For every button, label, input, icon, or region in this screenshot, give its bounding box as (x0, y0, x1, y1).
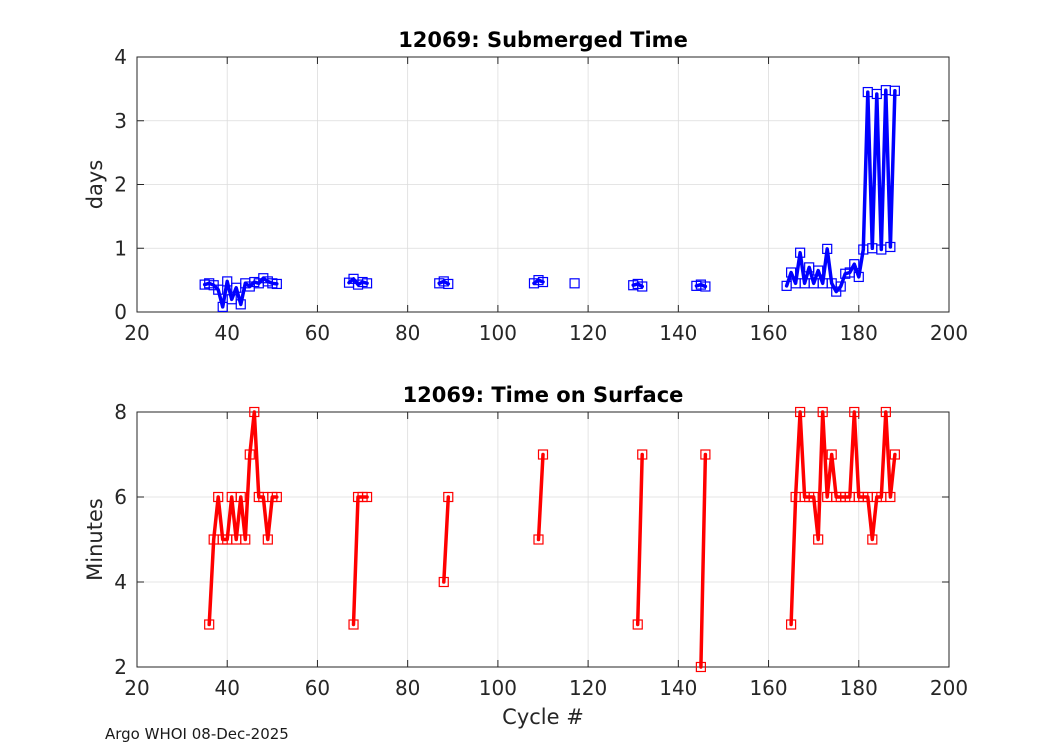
x-tick-label: 140 (659, 676, 697, 700)
data-point (889, 85, 900, 96)
data-point (240, 534, 251, 545)
data-point (262, 534, 273, 545)
data-point (880, 406, 891, 418)
data-point (813, 534, 824, 545)
data-point (867, 534, 878, 545)
data-point (822, 243, 833, 254)
x-tick-label: 40 (214, 321, 239, 345)
data-point (817, 406, 828, 418)
y-tick-label: 3 (114, 109, 127, 133)
series-line (202, 276, 279, 309)
y-tick-label: 4 (114, 570, 127, 594)
data-point (632, 619, 643, 630)
x-axis-label: Cycle # (502, 705, 584, 729)
x-tick-label: 80 (395, 676, 420, 700)
chart-title: 12069: Time on Surface (403, 383, 684, 407)
x-tick-label: 60 (305, 676, 330, 700)
data-point (361, 278, 373, 289)
data-point (244, 449, 255, 460)
data-point (537, 276, 549, 288)
data-point (235, 299, 246, 310)
data-point (438, 576, 449, 588)
data-point (795, 406, 806, 418)
y-tick-label: 1 (114, 236, 127, 260)
x-tick-label: 40 (214, 676, 239, 700)
data-point (808, 491, 819, 503)
data-point (348, 619, 359, 630)
x-tick-label: 160 (749, 321, 787, 345)
x-tick-label: 100 (479, 321, 517, 345)
x-tick-label: 200 (930, 676, 968, 700)
submerged-time-panel: 20 40 60 80 100 120 140 160 180 200 0 1 2 3 4 12069: Su… (83, 28, 968, 345)
series-line (789, 410, 897, 627)
series-line (784, 88, 897, 294)
series-line (699, 452, 708, 669)
y-axis-label: days (83, 160, 107, 210)
x-tick-label: 140 (659, 321, 697, 345)
y-tick-label: 2 (114, 655, 127, 679)
y-axis-label: Minutes (83, 498, 107, 581)
data-point (637, 281, 648, 292)
data-point (361, 491, 373, 503)
data-point (786, 267, 797, 278)
y-tick-label: 2 (114, 173, 127, 197)
x-tick-label: 100 (479, 676, 517, 700)
data-point (533, 534, 544, 545)
data-point (885, 241, 896, 253)
x-tick-label: 120 (569, 321, 607, 345)
data-point (826, 449, 837, 460)
x-tick-label: 180 (840, 676, 878, 700)
series-line (635, 452, 644, 627)
data-point (204, 619, 215, 630)
data-point (835, 281, 846, 292)
x-tick-label: 120 (569, 676, 607, 700)
data-point (217, 301, 228, 312)
data-point (786, 619, 797, 630)
x-tick-label: 80 (395, 321, 420, 345)
x-tick-label: 180 (840, 321, 878, 345)
data-point (226, 294, 237, 305)
y-tick-label: 0 (114, 300, 127, 324)
data-point (569, 278, 580, 289)
data-point (537, 449, 549, 460)
data-point (271, 491, 282, 503)
x-tick-label: 200 (930, 321, 968, 345)
surface-time-panel: 20 40 60 80 100 120 140 160 180 200 2 4 6 8 12069: Tim… (83, 383, 968, 729)
data-point (213, 491, 224, 503)
data-point (700, 449, 711, 460)
data-point (235, 491, 246, 503)
y-tick-label: 6 (114, 485, 127, 509)
y-tick-label: 8 (114, 400, 127, 424)
footer-credit: Argo WHOI 08-Dec-2025 (105, 725, 289, 743)
series-line (207, 410, 279, 627)
data-point (795, 247, 806, 258)
data-point (637, 449, 648, 460)
x-tick-label: 20 (124, 676, 149, 700)
data-point (695, 661, 706, 673)
series-line (351, 495, 369, 627)
data-point (813, 265, 824, 276)
data-point (853, 271, 864, 283)
data-point (249, 406, 260, 418)
x-tick-label: 160 (749, 676, 787, 700)
data-point (849, 259, 860, 270)
x-tick-label: 60 (305, 321, 330, 345)
series-line (442, 495, 451, 584)
data-point (889, 449, 900, 460)
axes-box (136, 411, 950, 668)
data-point (222, 276, 233, 287)
data-point (443, 491, 454, 503)
series-line (536, 452, 545, 542)
data-point (885, 491, 896, 503)
x-tick-label: 20 (124, 321, 149, 345)
y-tick-label: 4 (114, 45, 127, 69)
data-point (213, 284, 224, 295)
data-point (271, 278, 282, 290)
chart-title: 12069: Submerged Time (398, 28, 688, 52)
data-point (849, 406, 860, 418)
data-point (443, 278, 454, 290)
data-point (700, 281, 711, 292)
